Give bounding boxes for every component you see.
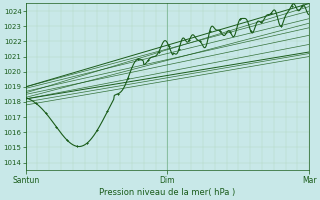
- X-axis label: Pression niveau de la mer( hPa ): Pression niveau de la mer( hPa ): [99, 188, 236, 197]
